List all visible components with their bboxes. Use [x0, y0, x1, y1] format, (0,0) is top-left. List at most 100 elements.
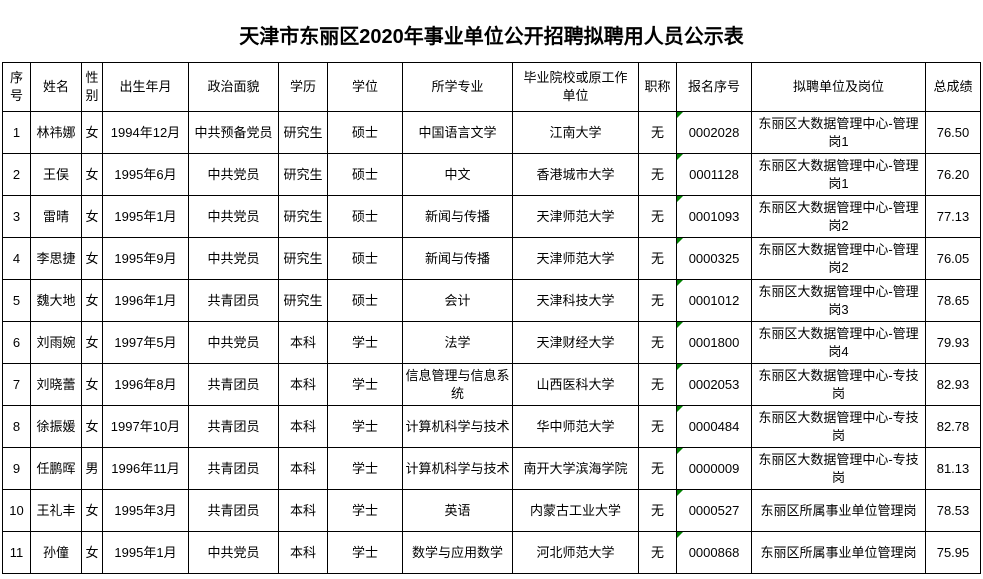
cell-birth-date: 1996年11月	[102, 447, 189, 490]
col-header-political-status: 政治面貌	[188, 62, 279, 112]
table-row: 7 刘晓蕾 女 1996年8月 共青团员 本科 学士 信息管理与信息系统 山西医…	[2, 363, 981, 406]
table-row: 6 刘雨婉 女 1997年5月 中共党员 本科 学士 法学 天津财经大学 无 0…	[2, 321, 981, 364]
cell-gender: 女	[81, 531, 103, 574]
cell-political-status: 共青团员	[188, 363, 279, 406]
cell-job-title: 无	[638, 489, 677, 532]
cell-registration-number: 0000009	[676, 447, 752, 490]
cell-job-title: 无	[638, 447, 677, 490]
cell-political-status: 中共党员	[188, 153, 279, 196]
registration-number-value: 0000009	[688, 460, 740, 476]
cell-position: 东丽区大数据管理中心-管理岗2	[751, 237, 926, 280]
cell-birth-date: 1997年10月	[102, 405, 189, 448]
cell-position: 东丽区所属事业单位管理岗	[751, 531, 926, 574]
cell-index: 4	[2, 237, 31, 280]
cell-registration-number: 0001012	[676, 279, 752, 322]
cell-registration-number: 0001800	[676, 321, 752, 364]
cell-education: 研究生	[278, 237, 328, 280]
cell-degree: 学士	[327, 447, 403, 490]
table-header-row: 序 号 姓名 性 别 出生年月 政治面貌 学历 学位 所学专业 毕业院校或原工作…	[2, 62, 981, 112]
cell-job-title: 无	[638, 531, 677, 574]
cell-job-title: 无	[638, 405, 677, 448]
table-row: 8 徐振媛 女 1997年10月 共青团员 本科 学士 计算机科学与技术 华中师…	[2, 405, 981, 448]
cell-school: 河北师范大学	[512, 531, 639, 574]
cell-birth-date: 1995年9月	[102, 237, 189, 280]
cell-name: 刘晓蕾	[30, 363, 82, 406]
cell-education: 本科	[278, 447, 328, 490]
cell-index: 7	[2, 363, 31, 406]
cell-registration-number: 0000484	[676, 405, 752, 448]
cell-major: 数学与应用数学	[402, 531, 513, 574]
error-indicator-triangle	[677, 238, 683, 244]
error-indicator-triangle	[677, 364, 683, 370]
cell-education: 本科	[278, 531, 328, 574]
cell-gender: 女	[81, 237, 103, 280]
cell-name: 李思捷	[30, 237, 82, 280]
cell-birth-date: 1996年8月	[102, 363, 189, 406]
col-header-education: 学历	[278, 62, 328, 112]
col-header-major: 所学专业	[402, 62, 513, 112]
table-row: 5 魏大地 女 1996年1月 共青团员 研究生 硕士 会计 天津科技大学 无 …	[2, 279, 981, 322]
cell-school: 天津师范大学	[512, 195, 639, 238]
cell-index: 8	[2, 405, 31, 448]
registration-number-value: 0000868	[688, 544, 740, 560]
cell-registration-number: 0000868	[676, 531, 752, 574]
cell-job-title: 无	[638, 279, 677, 322]
col-header-registration-number: 报名序号	[676, 62, 752, 112]
cell-name: 任鹏晖	[30, 447, 82, 490]
table-row: 1 林祎娜 女 1994年12月 中共预备党员 研究生 硕士 中国语言文学 江南…	[2, 111, 981, 154]
cell-school: 内蒙古工业大学	[512, 489, 639, 532]
registration-number-value: 0001012	[688, 292, 740, 308]
cell-political-status: 中共预备党员	[188, 111, 279, 154]
col-header-gender: 性 别	[81, 62, 103, 112]
cell-total-score: 81.13	[925, 447, 981, 490]
table-row: 9 任鹏晖 男 1996年11月 共青团员 本科 学士 计算机科学与技术 南开大…	[2, 447, 981, 490]
cell-birth-date: 1995年1月	[102, 531, 189, 574]
cell-job-title: 无	[638, 153, 677, 196]
cell-index: 10	[2, 489, 31, 532]
cell-position: 东丽区大数据管理中心-管理岗4	[751, 321, 926, 364]
registration-number-value: 0000484	[688, 418, 740, 434]
cell-education: 研究生	[278, 195, 328, 238]
cell-total-score: 76.05	[925, 237, 981, 280]
table-body: 1 林祎娜 女 1994年12月 中共预备党员 研究生 硕士 中国语言文学 江南…	[2, 111, 981, 574]
cell-total-score: 78.53	[925, 489, 981, 532]
cell-degree: 硕士	[327, 237, 403, 280]
error-indicator-triangle	[677, 112, 683, 118]
cell-position: 东丽区大数据管理中心-专技岗	[751, 405, 926, 448]
cell-gender: 女	[81, 489, 103, 532]
cell-education: 本科	[278, 405, 328, 448]
cell-school: 华中师范大学	[512, 405, 639, 448]
col-header-index: 序 号	[2, 62, 31, 112]
registration-number-value: 0001093	[688, 208, 740, 224]
cell-school: 江南大学	[512, 111, 639, 154]
cell-major: 会计	[402, 279, 513, 322]
cell-position: 东丽区大数据管理中心-专技岗	[751, 363, 926, 406]
cell-index: 11	[2, 531, 31, 574]
cell-degree: 硕士	[327, 111, 403, 154]
col-header-position: 拟聘单位及岗位	[751, 62, 926, 112]
cell-registration-number: 0002028	[676, 111, 752, 154]
cell-degree: 学士	[327, 363, 403, 406]
cell-birth-date: 1995年3月	[102, 489, 189, 532]
cell-gender: 女	[81, 153, 103, 196]
cell-education: 研究生	[278, 279, 328, 322]
cell-education: 本科	[278, 363, 328, 406]
cell-total-score: 75.95	[925, 531, 981, 574]
cell-gender: 女	[81, 405, 103, 448]
cell-total-score: 79.93	[925, 321, 981, 364]
cell-name: 孙僮	[30, 531, 82, 574]
cell-position: 东丽区大数据管理中心-管理岗3	[751, 279, 926, 322]
cell-education: 研究生	[278, 153, 328, 196]
cell-school: 天津科技大学	[512, 279, 639, 322]
cell-education: 研究生	[278, 111, 328, 154]
registration-number-value: 0002028	[688, 124, 740, 140]
cell-education: 本科	[278, 489, 328, 532]
cell-gender: 女	[81, 363, 103, 406]
cell-school: 香港城市大学	[512, 153, 639, 196]
col-header-total-score: 总成绩	[925, 62, 981, 112]
cell-birth-date: 1995年1月	[102, 195, 189, 238]
cell-school: 山西医科大学	[512, 363, 639, 406]
cell-degree: 硕士	[327, 279, 403, 322]
cell-index: 3	[2, 195, 31, 238]
cell-political-status: 中共党员	[188, 321, 279, 364]
